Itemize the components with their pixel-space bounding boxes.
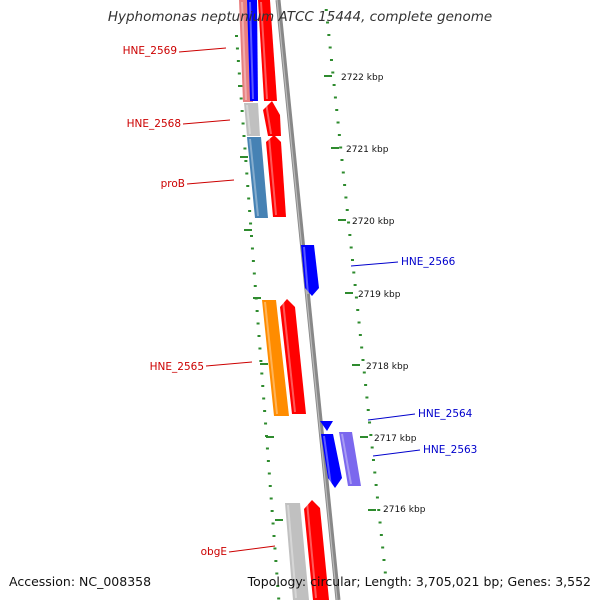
gene-feature[interactable] [258, 0, 277, 101]
kbp-label: 2718 kbp [366, 362, 409, 372]
kbp-label: 2716 kbp [383, 505, 426, 515]
gene-features [239, 0, 361, 600]
feature-highlight [265, 102, 272, 135]
feature-highlight [264, 301, 278, 415]
genome-backbone-highlight [276, 0, 338, 600]
accession-text: Accession: NC_008358 [9, 574, 152, 589]
kbp-label: 2720 kbp [352, 217, 395, 227]
gene-feature[interactable] [339, 432, 361, 486]
gene-feature[interactable] [247, 0, 258, 101]
feature-highlight [282, 300, 296, 413]
gene-feature[interactable] [263, 101, 281, 136]
feature-highlight [249, 1, 254, 100]
gene-feature[interactable] [321, 434, 342, 488]
gene-label[interactable]: HNE_2563 [423, 444, 477, 456]
label-leader [350, 261, 399, 267]
gene-feature[interactable] [262, 300, 289, 416]
outer-tick-marks-right [324, 9, 387, 574]
feature-highlight [303, 246, 309, 295]
gene-label[interactable]: HNE_2565 [150, 361, 204, 373]
kbp-label: 2719 kbp [358, 290, 401, 300]
gene-feature[interactable] [244, 103, 260, 136]
label-leader [228, 545, 276, 553]
gene-feature[interactable] [280, 299, 306, 414]
gene-label[interactable]: HNE_2566 [401, 256, 456, 268]
gene-feature[interactable] [320, 421, 333, 431]
gene-feature[interactable] [266, 135, 286, 217]
genome-backbone [275, 0, 341, 600]
label-leader [367, 413, 416, 421]
feature-highlight [246, 104, 251, 135]
feature-highlight [241, 1, 247, 101]
gene-label[interactable]: HNE_2568 [127, 118, 181, 130]
gene-feature[interactable] [301, 245, 319, 296]
label-leader [182, 119, 231, 125]
feature-highlight [260, 1, 268, 100]
feature-highlight [306, 501, 317, 599]
label-leader-lines [178, 47, 421, 553]
label-leader [372, 449, 421, 457]
gene-feature[interactable] [304, 500, 329, 600]
gene-label[interactable]: HNE_2564 [418, 408, 473, 420]
kbp-label: 2717 kbp [374, 434, 417, 444]
gene-feature[interactable] [247, 137, 268, 218]
feature-highlight [287, 504, 297, 599]
label-leader [186, 179, 235, 185]
label-leader [178, 47, 227, 53]
gene-labels: HNE_2569 HNE_2568 proB HNE_2566 HNE_2565 HNE_… [123, 45, 478, 558]
feature-highlight [268, 136, 277, 216]
feature-highlight [323, 435, 332, 487]
gene-label[interactable]: proB [161, 178, 185, 190]
feature-highlight [249, 138, 259, 217]
kbp-labels: 2722 kbp 2721 kbp 2720 kbp 2719 kbp 2718 kbp… [341, 73, 426, 515]
map-title: Hyphomonas neptunium ATCC 15444, complet… [107, 9, 493, 25]
genome-summary-text: Topology: circular; Length: 3,705,021 bp… [247, 574, 591, 589]
kbp-label: 2721 kbp [346, 145, 389, 155]
label-leader [205, 361, 253, 367]
feature-highlight [341, 433, 352, 485]
gene-label[interactable]: HNE_2569 [123, 45, 177, 57]
gene-label[interactable]: obgE [201, 546, 227, 558]
gene-feature[interactable] [285, 503, 309, 600]
kbp-label: 2722 kbp [341, 73, 384, 83]
